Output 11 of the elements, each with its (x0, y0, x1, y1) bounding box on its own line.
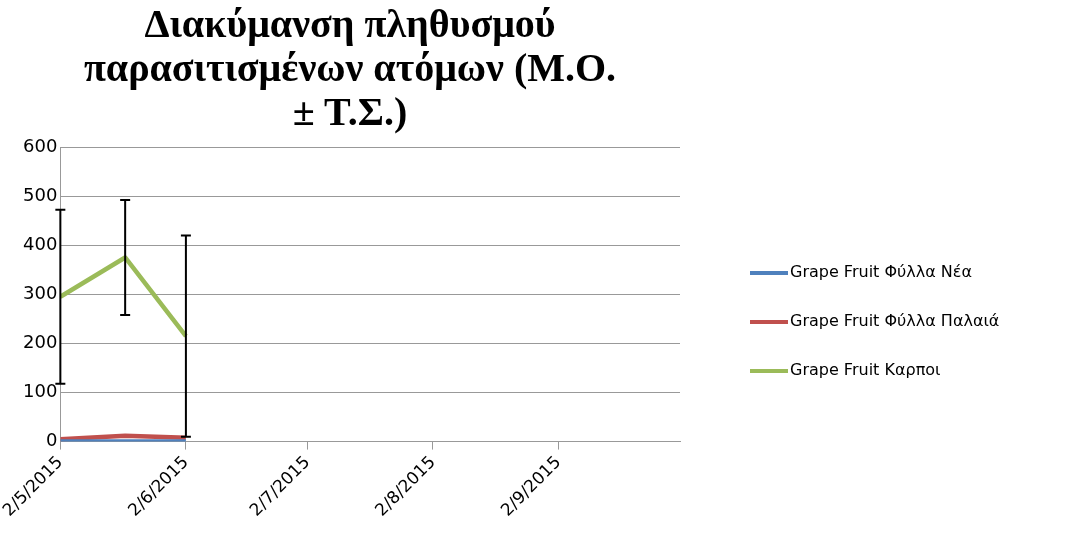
y-tick-label: 600 (23, 134, 58, 156)
y-tick-label: 300 (23, 281, 58, 303)
y-tick-label: 0 (45, 429, 58, 451)
y-tick-label: 100 (23, 380, 58, 402)
legend-label: Grape Fruit Καρποι (790, 360, 941, 379)
y-tick-label: 500 (23, 183, 58, 205)
chart-title: Διακύμανση πληθυσμού παρασιτισμένων ατόμων (Μ.Ο. ± Τ.Σ.) (83, 1, 617, 135)
y-tick-label: 400 (23, 232, 58, 254)
legend-label: Grape Fruit Φύλλα Νέα (790, 262, 973, 281)
legend-label: Grape Fruit Φύλλα Παλαιά (790, 311, 1000, 330)
y-tick-label: 200 (23, 331, 58, 353)
